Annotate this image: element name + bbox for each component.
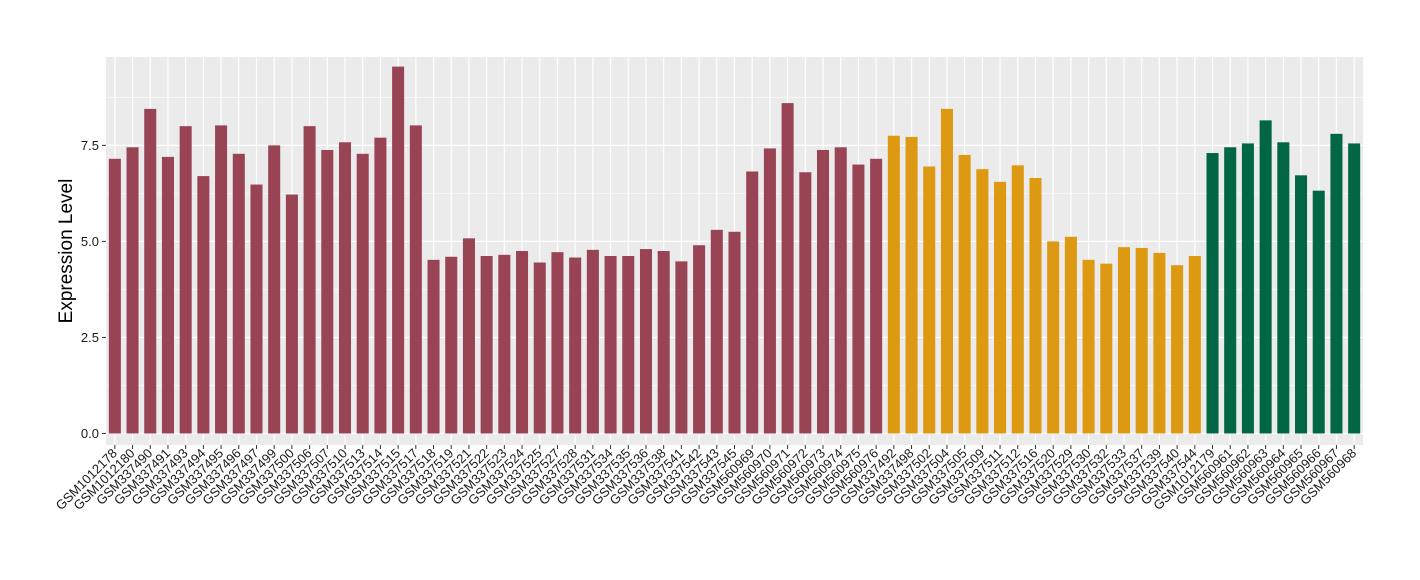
bar: [1064, 236, 1077, 434]
bar: [551, 252, 564, 434]
bar: [994, 181, 1007, 434]
bar: [834, 147, 847, 434]
y-tick-label: 7.5: [81, 138, 99, 153]
bar: [710, 229, 723, 434]
bar: [887, 135, 900, 434]
y-axis: 0.0 2.5 5.0 7.5: [81, 138, 106, 441]
bar: [392, 66, 405, 434]
bar: [1224, 147, 1237, 434]
bar: [1047, 241, 1060, 434]
bar: [516, 251, 529, 434]
bar: [958, 154, 971, 434]
bar: [781, 103, 794, 434]
bar: [303, 126, 316, 434]
bar: [1348, 143, 1361, 434]
bar: [746, 171, 759, 434]
bar: [144, 108, 157, 434]
bar: [268, 145, 281, 434]
bar: [604, 255, 617, 434]
bar: [232, 153, 245, 434]
bar: [1188, 255, 1201, 434]
bar: [1330, 133, 1343, 434]
bar: [657, 251, 670, 434]
bar: [197, 176, 210, 434]
bar: [905, 136, 918, 434]
bar: [409, 125, 422, 434]
bar: [923, 166, 936, 434]
bars: [108, 66, 1361, 434]
bar: [338, 142, 352, 434]
bar: [1153, 252, 1166, 434]
bar: [1117, 247, 1131, 434]
bar: [728, 231, 741, 434]
bar: [799, 172, 812, 434]
bar: [1277, 142, 1290, 434]
bar: [693, 245, 706, 434]
bar: [427, 259, 440, 434]
x-axis: GSM1012178GSM1012180GSM337490GSM337491GS…: [53, 445, 1359, 513]
bar: [445, 256, 458, 434]
bar: [1312, 190, 1325, 434]
bar: [462, 238, 475, 434]
bar: [763, 148, 776, 434]
bar: [126, 147, 139, 434]
bar: [1171, 265, 1184, 434]
bar: [1295, 175, 1308, 434]
bar: [1100, 263, 1113, 434]
bar: [1082, 259, 1095, 434]
bar: [215, 125, 228, 434]
bar: [161, 156, 174, 434]
y-tick-label: 5.0: [81, 234, 99, 249]
y-axis-title: Expression Level: [56, 179, 77, 324]
bar: [498, 254, 511, 434]
bar: [852, 164, 865, 434]
bar: [817, 149, 830, 434]
bar: [108, 158, 121, 434]
bar: [586, 249, 599, 434]
bar: [976, 169, 989, 434]
bar: [533, 262, 546, 434]
bar: [639, 249, 652, 434]
bar: [356, 153, 369, 434]
bar: [622, 255, 635, 434]
bar: [940, 108, 953, 434]
y-tick-label: 0.0: [81, 426, 99, 441]
bar: [321, 149, 334, 434]
y-tick-label: 2.5: [81, 330, 99, 345]
bar: [480, 255, 493, 434]
bar: [1135, 247, 1148, 434]
bar: [569, 257, 582, 434]
bar: [1259, 120, 1272, 434]
bar: [675, 261, 688, 434]
bar: [1206, 153, 1219, 434]
bar: [250, 184, 263, 434]
bar: [374, 137, 387, 434]
bar: [179, 126, 192, 434]
bar: [285, 194, 298, 434]
bar: [1029, 178, 1042, 434]
bar: [1241, 143, 1254, 434]
bar: [1011, 165, 1024, 434]
bar: [870, 158, 883, 434]
